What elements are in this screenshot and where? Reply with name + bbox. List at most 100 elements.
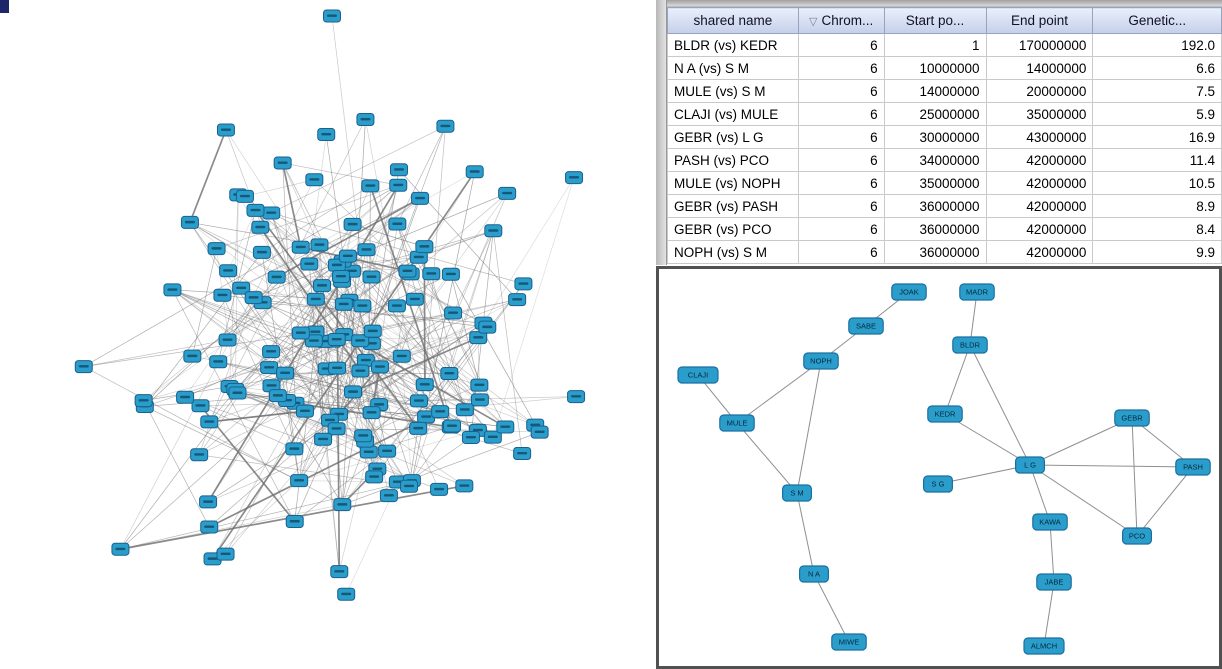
network-edge[interactable] [1131, 417, 1138, 537]
network-node[interactable] [351, 334, 370, 348]
network-node[interactable] [200, 520, 219, 534]
network-node[interactable] [268, 389, 287, 403]
network-node[interactable] [430, 482, 449, 496]
network-node[interactable] [400, 479, 419, 493]
network-node[interactable] [262, 345, 281, 359]
table-cell[interactable]: 1 [883, 33, 987, 57]
table-cell[interactable]: CLAJI (vs) MULE [667, 102, 799, 126]
network-node[interactable] [422, 267, 441, 281]
network-node[interactable] [216, 547, 235, 561]
network-node[interactable] [313, 279, 332, 293]
network-node[interactable] [565, 171, 584, 185]
table-cell[interactable]: 6 [797, 33, 885, 57]
network-node[interactable] [484, 224, 503, 238]
column-header[interactable]: Start po... [883, 7, 987, 34]
network-node[interactable] [267, 270, 286, 284]
network-node[interactable] [163, 283, 182, 297]
network-node[interactable] [276, 366, 295, 380]
network-edge[interactable] [969, 291, 978, 346]
table-cell[interactable]: GEBR (vs) L G [667, 125, 799, 149]
network-node[interactable] [359, 445, 378, 459]
network-node[interactable] [310, 238, 329, 252]
network-node[interactable] [436, 119, 455, 133]
network-node[interactable] [508, 293, 527, 307]
network-node[interactable]: ALMCH [1023, 637, 1065, 655]
network-node[interactable] [191, 399, 210, 413]
network-node[interactable] [440, 367, 459, 381]
network-node[interactable] [260, 361, 279, 375]
network-node[interactable] [498, 186, 517, 200]
network-edge[interactable] [796, 360, 822, 494]
table-cell[interactable]: 14000000 [883, 79, 987, 103]
network-edge[interactable] [944, 344, 971, 415]
network-node[interactable] [244, 291, 263, 305]
network-node[interactable] [290, 474, 309, 488]
network-node[interactable]: KAWA [1032, 513, 1068, 531]
network-node[interactable] [314, 432, 333, 446]
table-cell[interactable]: 6 [797, 240, 885, 264]
network-node[interactable] [356, 112, 375, 126]
network-node[interactable] [478, 320, 497, 334]
network-node[interactable]: PCO [1122, 527, 1153, 545]
table-cell[interactable]: 6 [797, 194, 885, 218]
network-node[interactable] [337, 587, 356, 601]
table-row[interactable]: GEBR (vs) L G 6 30000000 43000000 16.9 [667, 125, 1222, 149]
network-node[interactable]: CLAJI [677, 366, 719, 384]
table-row[interactable]: MULE (vs) NOPH 6 35000000 42000000 10.5 [667, 171, 1222, 195]
network-node[interactable] [388, 217, 407, 231]
table-cell[interactable]: PASH (vs) PCO [667, 148, 799, 172]
network-node[interactable] [323, 9, 341, 23]
table-cell[interactable]: 35000000 [883, 171, 987, 195]
network-node[interactable] [183, 349, 202, 363]
network-edge[interactable] [937, 464, 1031, 485]
column-header[interactable]: shared name [667, 7, 799, 34]
scrollbar-track[interactable] [656, 0, 667, 265]
network-node[interactable] [357, 243, 376, 257]
network-node[interactable] [415, 240, 434, 254]
network-node[interactable] [392, 349, 411, 363]
network-node[interactable] [353, 299, 372, 313]
network-edge[interactable] [969, 344, 1031, 466]
network-node[interactable] [176, 390, 195, 404]
network-node[interactable]: JABE [1036, 573, 1072, 591]
network-node[interactable] [304, 334, 323, 348]
network-node[interactable] [444, 306, 463, 320]
table-cell[interactable]: 11.4 [1092, 148, 1222, 172]
network-edge[interactable] [736, 422, 798, 494]
table-cell[interactable]: 14000000 [985, 56, 1094, 80]
network-node[interactable] [331, 269, 350, 283]
network-node[interactable] [379, 489, 398, 503]
table-cell[interactable]: 6 [797, 148, 885, 172]
network-node[interactable]: GEBR [1114, 409, 1150, 427]
table-cell[interactable]: 36000000 [883, 240, 987, 264]
network-node[interactable] [362, 406, 381, 420]
network-node[interactable]: PASH [1175, 458, 1211, 476]
network-node[interactable] [441, 267, 460, 281]
network-node[interactable]: NOPH [803, 352, 839, 370]
network-node[interactable] [334, 297, 353, 311]
table-cell[interactable]: 42000000 [985, 194, 1094, 218]
network-node[interactable] [455, 479, 474, 493]
network-node[interactable] [305, 173, 324, 187]
network-node[interactable] [295, 404, 314, 418]
network-node[interactable] [317, 128, 336, 142]
network-node[interactable] [455, 403, 474, 417]
network-node[interactable] [362, 270, 381, 284]
network-node[interactable]: BLDR [952, 336, 988, 354]
table-row[interactable]: MULE (vs) S M 6 14000000 20000000 7.5 [667, 79, 1222, 103]
network-node[interactable]: S M [781, 484, 812, 502]
table-cell[interactable]: N A (vs) S M [667, 56, 799, 80]
network-node[interactable] [199, 495, 218, 509]
network-node[interactable] [216, 123, 235, 137]
network-node[interactable] [246, 203, 265, 217]
table-cell[interactable]: 10000000 [883, 56, 987, 80]
network-node[interactable] [291, 240, 310, 254]
table-cell[interactable]: 9.9 [1092, 240, 1222, 264]
table-row[interactable]: GEBR (vs) PCO 6 36000000 42000000 8.4 [667, 217, 1222, 241]
network-node[interactable] [411, 191, 430, 205]
network-node[interactable]: N A [799, 565, 830, 583]
network-node[interactable] [431, 405, 450, 419]
network-node[interactable]: SABE [848, 317, 884, 335]
network-node[interactable] [273, 156, 292, 170]
table-row[interactable]: GEBR (vs) PASH 6 36000000 42000000 8.9 [667, 194, 1222, 218]
